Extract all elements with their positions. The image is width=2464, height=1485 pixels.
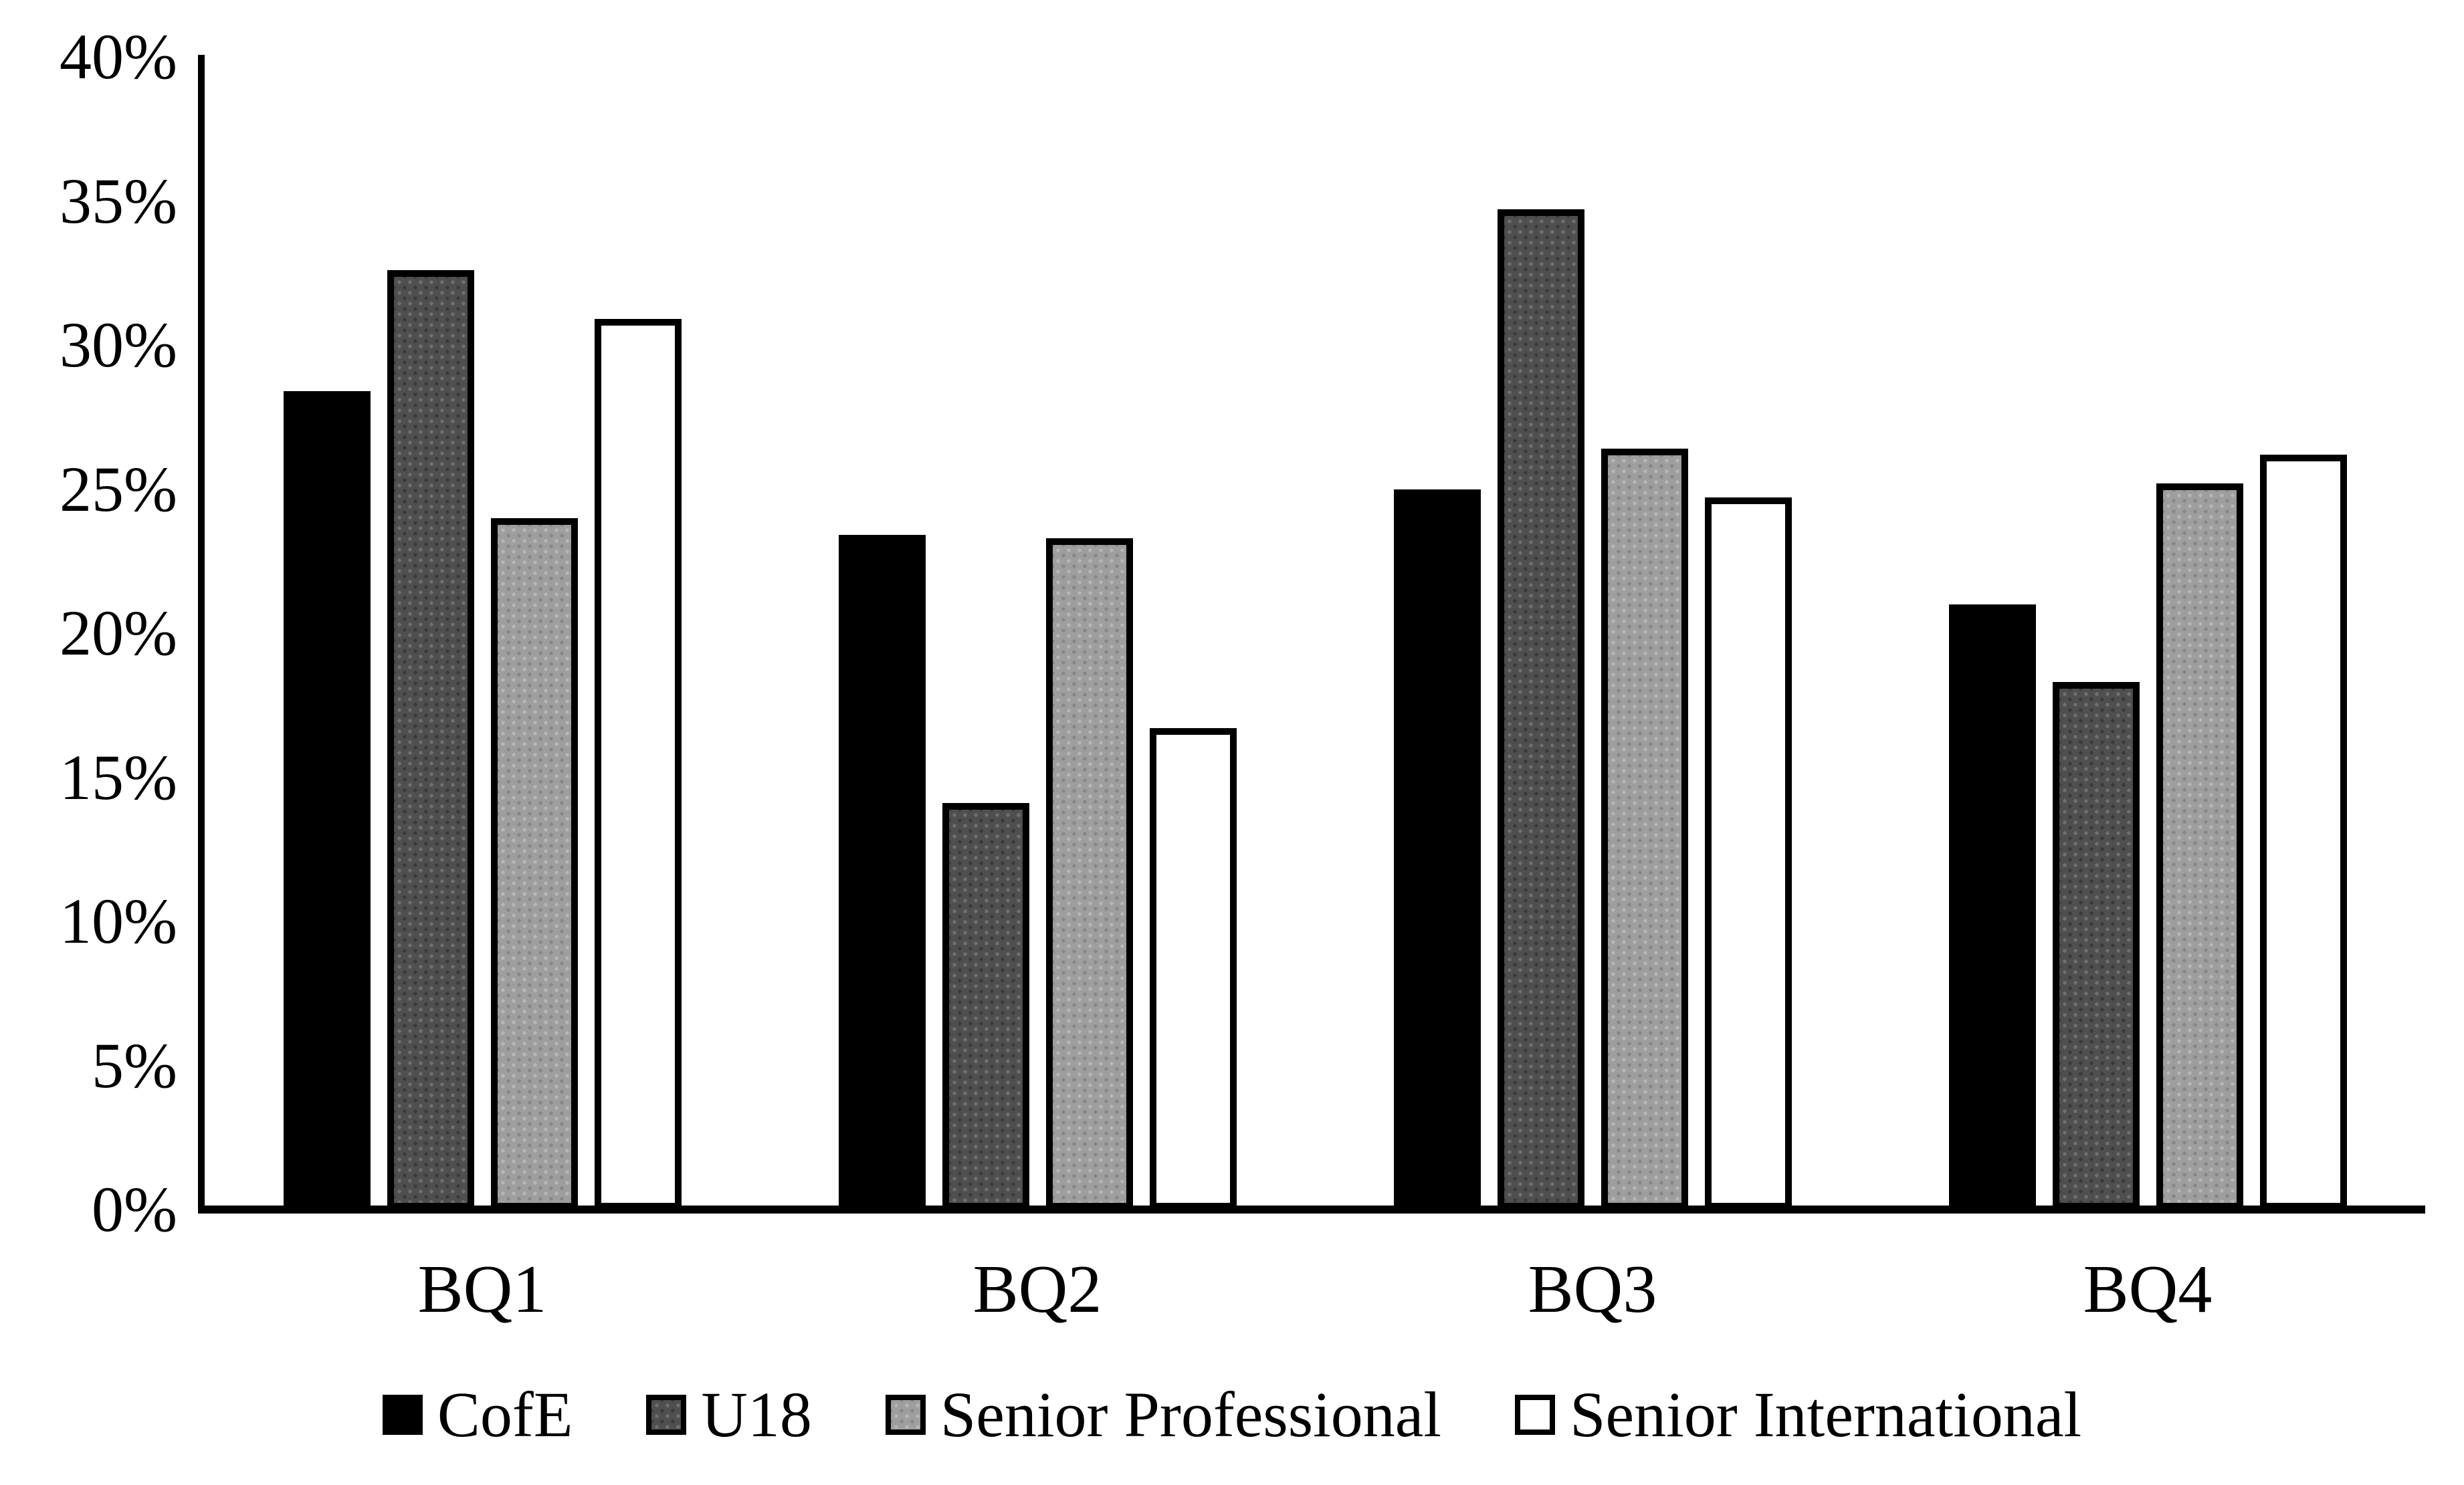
y-axis-line: [198, 55, 205, 1214]
bar-group-bq2: [760, 57, 1315, 1210]
legend-marker-senior-professional: [885, 1395, 926, 1435]
x-axis-line: [198, 1206, 2425, 1214]
bar-senior-professional-bq4: [2156, 483, 2243, 1210]
legend-label-u18: U18: [701, 1379, 812, 1450]
y-tick-label-25: 25%: [60, 453, 177, 525]
bar-cofe-bq4: [1948, 604, 2036, 1210]
legend-label-senior-professional: Senior Professional: [940, 1379, 1442, 1450]
bar-group-bq3: [1315, 57, 1870, 1210]
x-category-label-bq4: BQ4: [2083, 1252, 2213, 1327]
bar-u18-bq1: [387, 269, 474, 1210]
y-tick-label-40: 40%: [60, 21, 177, 92]
plot-area: [205, 57, 2425, 1210]
bar-cofe-bq2: [838, 535, 926, 1210]
bar-senior-professional-bq2: [1045, 538, 1133, 1210]
y-tick-label-35: 35%: [60, 164, 177, 237]
legend-marker-cofe: [382, 1395, 423, 1435]
legend-item-cofe: CofE: [382, 1379, 573, 1450]
y-tick-label-15: 15%: [60, 741, 177, 813]
bar-group-bq4: [1870, 57, 2425, 1210]
y-tick-label-10: 10%: [60, 885, 177, 957]
legend-item-senior-professional: Senior Professional: [885, 1379, 1442, 1450]
legend-item-senior-international: Senior International: [1515, 1383, 2081, 1447]
bar-senior-professional-bq1: [490, 518, 578, 1210]
y-tick-label-0: 0%: [92, 1173, 177, 1245]
bar-cofe-bq3: [1393, 489, 1481, 1210]
bar-u18-bq2: [942, 803, 1029, 1210]
x-category-label-bq2: BQ2: [972, 1252, 1102, 1327]
y-axis-labels: 0% 5% 10% 15% 20% 25% 30% 35% 40%: [0, 0, 177, 1485]
bar-senior-international-bq4: [2259, 454, 2347, 1210]
y-tick-label-5: 5%: [92, 1029, 177, 1101]
legend-label-cofe: CofE: [437, 1379, 573, 1450]
legend: CofE U18 Senior Professional Senior Interna…: [0, 1375, 2464, 1455]
bar-senior-international-bq1: [594, 319, 682, 1210]
legend-marker-u18: [646, 1395, 687, 1435]
bar-cofe-bq1: [283, 390, 371, 1210]
x-category-label-bq3: BQ3: [1528, 1252, 1657, 1327]
bar-senior-international-bq3: [1704, 497, 1792, 1210]
legend-label-senior-international: Senior International: [1570, 1379, 2082, 1450]
legend-item-u18: U18: [646, 1379, 812, 1450]
y-tick-label-30: 30%: [60, 309, 177, 380]
legend-marker-senior-international: [1515, 1395, 1556, 1435]
y-tick-label-20: 20%: [60, 597, 177, 669]
x-axis-labels: BQ1 BQ2 BQ3 BQ4: [205, 1256, 2425, 1324]
x-category-label-bq1: BQ1: [417, 1252, 547, 1327]
bar-senior-international-bq2: [1149, 728, 1237, 1210]
bar-group-bq1: [205, 57, 760, 1210]
bar-u18-bq4: [2052, 682, 2140, 1210]
bar-senior-professional-bq3: [1601, 449, 1688, 1210]
bar-u18-bq3: [1497, 209, 1584, 1210]
